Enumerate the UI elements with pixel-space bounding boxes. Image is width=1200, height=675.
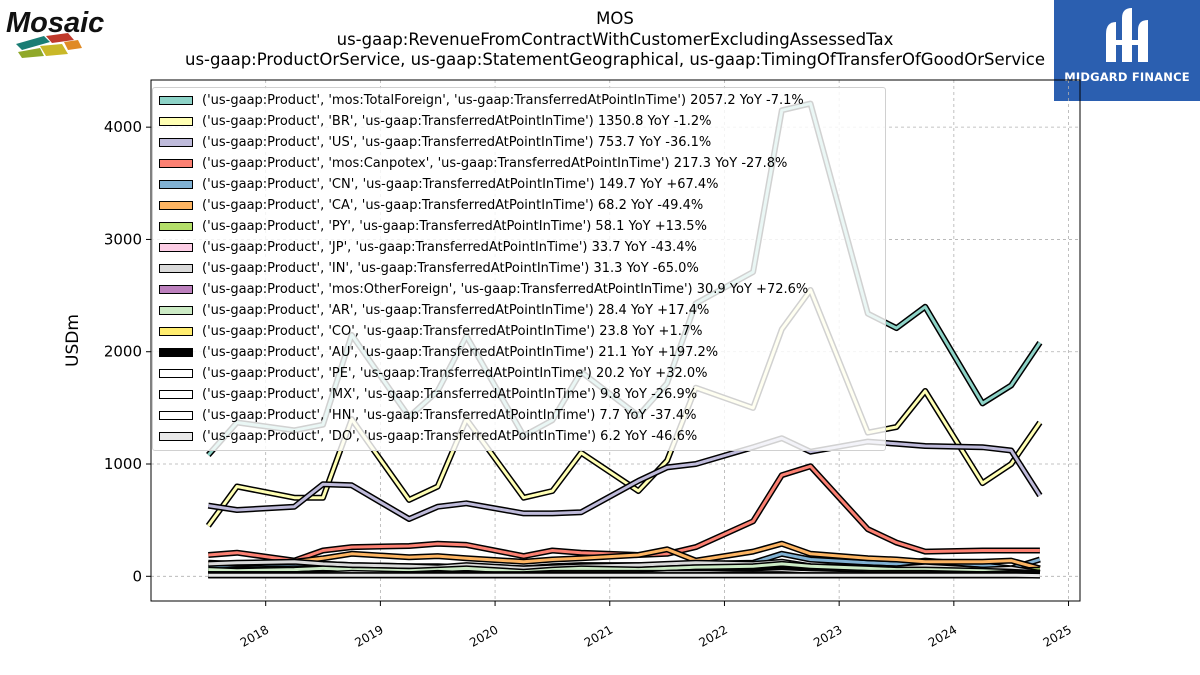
- legend-label: ('us-gaap:Product', 'CO', 'us-gaap:Trans…: [202, 323, 703, 339]
- legend-label: ('us-gaap:Product', 'JP', 'us-gaap:Trans…: [202, 239, 697, 255]
- chart-subtitle-2: us-gaap:ProductOrService, us-gaap:Statem…: [185, 50, 1045, 69]
- legend-item: ('us-gaap:Product', 'mos:TotalForeign', …: [159, 92, 804, 108]
- legend-label: ('us-gaap:Product', 'CA', 'us-gaap:Trans…: [202, 197, 704, 213]
- legend-swatch: [159, 158, 193, 168]
- legend-swatch: [159, 221, 193, 231]
- y-tick-label-2000: 2000: [104, 343, 142, 361]
- legend-item: ('us-gaap:Product', 'CN', 'us-gaap:Trans…: [159, 176, 719, 192]
- legend-item: ('us-gaap:Product', 'CA', 'us-gaap:Trans…: [159, 197, 703, 213]
- legend-swatch: [159, 200, 193, 210]
- legend-item: ('us-gaap:Product', 'AU', 'us-gaap:Trans…: [159, 344, 718, 360]
- legend-label: ('us-gaap:Product', 'IN', 'us-gaap:Trans…: [202, 260, 699, 276]
- legend-label: ('us-gaap:Product', 'AU', 'us-gaap:Trans…: [202, 344, 719, 360]
- legend-label: ('us-gaap:Product', 'US', 'us-gaap:Trans…: [202, 134, 712, 150]
- legend-label: ('us-gaap:Product', 'HN', 'us-gaap:Trans…: [202, 407, 697, 423]
- x-tick-label-2024: 2024: [926, 622, 959, 649]
- legend-item: ('us-gaap:Product', 'HN', 'us-gaap:Trans…: [159, 407, 696, 423]
- legend-swatch: [159, 347, 193, 357]
- legend-swatch: [159, 305, 193, 315]
- y-tick-label-3000: 3000: [104, 230, 142, 248]
- legend-swatch: [159, 389, 193, 399]
- legend-item: ('us-gaap:Product', 'IN', 'us-gaap:Trans…: [159, 260, 699, 276]
- legend-item: ('us-gaap:Product', 'JP', 'us-gaap:Trans…: [159, 239, 697, 255]
- legend-swatch: [159, 284, 193, 294]
- legend-swatch: [159, 326, 193, 336]
- y-tick-label-4000: 4000: [104, 118, 142, 136]
- legend-item: ('us-gaap:Product', 'CO', 'us-gaap:Trans…: [159, 323, 702, 339]
- chart-titles: MOS us-gaap:RevenueFromContractWithCusto…: [0, 9, 1200, 71]
- legend-label: ('us-gaap:Product', 'DO', 'us-gaap:Trans…: [202, 428, 698, 444]
- legend-item: ('us-gaap:Product', 'AR', 'us-gaap:Trans…: [159, 302, 709, 318]
- x-tick-label-2022: 2022: [697, 622, 730, 649]
- mosaic-logo-text: Mosaic: [6, 7, 104, 39]
- x-tick-label-2019: 2019: [352, 622, 385, 649]
- legend-item: ('us-gaap:Product', 'mos:Canpotex', 'us-…: [159, 155, 787, 171]
- x-tick-label-2023: 2023: [811, 622, 844, 649]
- y-tick-label-1000: 1000: [104, 455, 142, 473]
- legend-label: ('us-gaap:Product', 'BR', 'us-gaap:Trans…: [202, 113, 712, 129]
- legend-item: ('us-gaap:Product', 'PE', 'us-gaap:Trans…: [159, 365, 708, 381]
- legend-item: ('us-gaap:Product', 'BR', 'us-gaap:Trans…: [159, 113, 711, 129]
- x-tick-label-2018: 2018: [238, 622, 271, 649]
- legend-swatch: [159, 263, 193, 273]
- legend-item: ('us-gaap:Product', 'mos:OtherForeign', …: [159, 281, 808, 297]
- y-tick-label-0: 0: [132, 567, 142, 585]
- series-line-2: [208, 436, 1042, 521]
- x-tick-label-2025: 2025: [1041, 622, 1074, 649]
- legend-label: ('us-gaap:Product', 'PE', 'us-gaap:Trans…: [202, 365, 708, 381]
- legend-label: ('us-gaap:Product', 'mos:Canpotex', 'us-…: [202, 155, 788, 171]
- legend-label: ('us-gaap:Product', 'MX', 'us-gaap:Trans…: [202, 386, 698, 402]
- legend-swatch: [159, 410, 193, 420]
- legend-label: ('us-gaap:Product', 'mos:OtherForeign', …: [202, 281, 809, 297]
- legend-swatch: [159, 95, 193, 105]
- legend-swatch: [159, 116, 193, 126]
- legend-label: ('us-gaap:Product', 'CN', 'us-gaap:Trans…: [202, 176, 719, 192]
- y-axis-label: USDm: [63, 314, 83, 367]
- midgard-logo-text: MIDGARD FINANCE: [1064, 70, 1190, 84]
- legend-item: ('us-gaap:Product', 'PY', 'us-gaap:Trans…: [159, 218, 707, 234]
- series-line-5: [208, 542, 1041, 570]
- legend-swatch: [159, 242, 193, 252]
- series-line-10: [208, 562, 1040, 575]
- chart-title: MOS: [596, 9, 634, 28]
- chart-subtitle-1: us-gaap:RevenueFromContractWithCustomerE…: [336, 29, 894, 49]
- legend-item: ('us-gaap:Product', 'MX', 'us-gaap:Trans…: [159, 386, 697, 402]
- legend-swatch: [159, 431, 193, 441]
- midgard-mark-icon: [1106, 8, 1148, 62]
- legend: ('us-gaap:Product', 'mos:TotalForeign', …: [152, 87, 886, 451]
- mosaic-logo: Mosaic: [4, 6, 126, 58]
- midgard-finance-logo: MIDGARD FINANCE: [1054, 0, 1200, 101]
- x-tick-label-2020: 2020: [467, 622, 500, 649]
- legend-item: ('us-gaap:Product', 'US', 'us-gaap:Trans…: [159, 134, 711, 150]
- legend-label: ('us-gaap:Product', 'AR', 'us-gaap:Trans…: [202, 302, 710, 318]
- legend-label: ('us-gaap:Product', 'mos:TotalForeign', …: [202, 92, 804, 108]
- legend-swatch: [159, 137, 193, 147]
- x-tick-label-2021: 2021: [582, 622, 615, 649]
- legend-item: ('us-gaap:Product', 'DO', 'us-gaap:Trans…: [159, 428, 697, 444]
- legend-swatch: [159, 179, 193, 189]
- legend-swatch: [159, 368, 193, 378]
- plot-frame: [150, 79, 1081, 602]
- legend-label: ('us-gaap:Product', 'PY', 'us-gaap:Trans…: [202, 218, 707, 234]
